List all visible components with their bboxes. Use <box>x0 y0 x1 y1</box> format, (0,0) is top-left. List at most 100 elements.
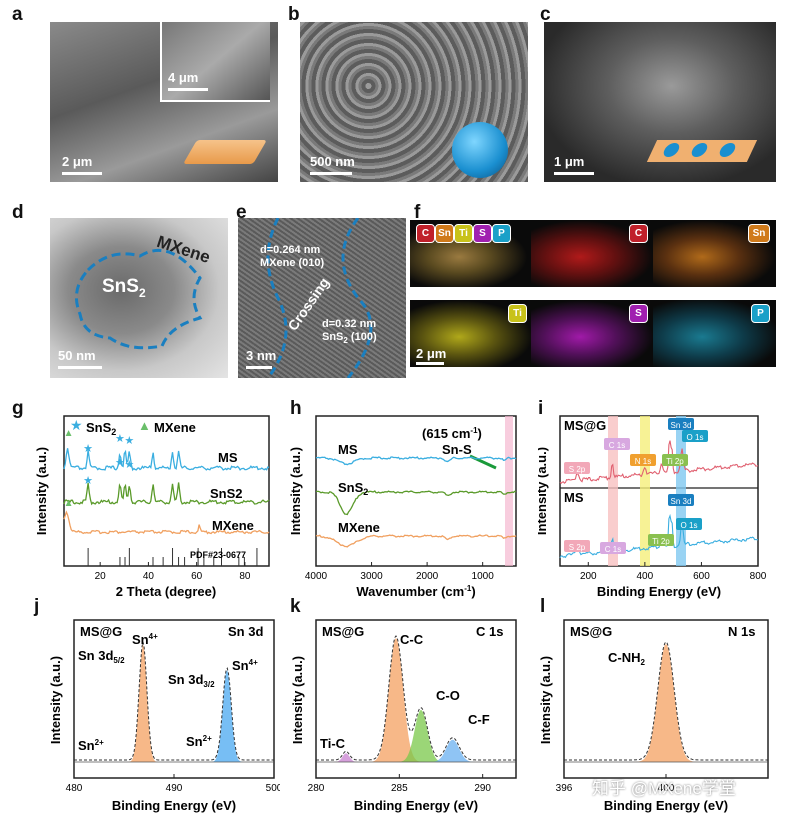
legend-mxene: MXene <box>154 420 196 435</box>
eds-map-ti: Ti 2 μm <box>410 300 533 367</box>
series-ms <box>559 513 759 559</box>
chart-i: MS@G MS Sn 3d O 1s S 2p C 1s N 1s Ti 2p Sn 3d O… <box>538 415 767 599</box>
panel-label-a: a <box>12 4 23 25</box>
chart-k: MS@G C 1s C-C C-O C-F Ti-C 280 285 290 Bin… <box>290 619 517 813</box>
series-sns2 <box>315 490 517 516</box>
x-tick-label: 600 <box>693 571 710 582</box>
x-tick-label: 2000 <box>416 571 439 582</box>
x-tick-label: 290 <box>474 783 491 794</box>
x-tick-label: 200 <box>580 571 597 582</box>
peak-tag: S 2p <box>569 465 586 474</box>
hrtem-image-e: d=0.264 nm MXene (010) Crossing d=0.32 nm… <box>238 218 406 378</box>
scale-e: 3 nm <box>246 348 277 363</box>
y-axis-label: Intensity (a.u.) <box>538 656 553 744</box>
peak-tag: O 1s <box>687 433 704 442</box>
x-axis-label: 2 Theta (degree) <box>116 584 216 599</box>
label-c-o: C-O <box>436 688 460 703</box>
layered-sheets-illustration <box>183 140 267 164</box>
band-o1s <box>676 416 686 566</box>
peak-tag-bg <box>662 454 688 466</box>
d-spacing-mxene: d=0.264 nm MXene (010) <box>260 244 325 269</box>
label-sn3d52: Sn 3d5/2 <box>78 648 125 665</box>
peak-star: ★ <box>124 435 134 447</box>
fit-peak-C-O <box>316 710 516 762</box>
x-tick-label: 60 <box>191 571 203 582</box>
series-sns2 <box>63 482 270 506</box>
panel-label-c: c <box>540 4 551 25</box>
chart-g: ★ SnS2 ▲ MXene ★★ ★★ ★★▲▲ MS SnS2 MXene PD… <box>34 415 270 599</box>
eds-map-c: C <box>531 220 654 287</box>
badge-ti: Ti <box>454 224 473 243</box>
label-mxene: MXene <box>212 518 254 533</box>
sample-label: MS@G <box>570 624 612 639</box>
panel-label-h: h <box>290 398 302 419</box>
reference-card: PDF#23-0677 <box>190 550 246 560</box>
peak-tag: C 1s <box>609 441 625 450</box>
x-tick-label: 396 <box>556 783 573 794</box>
badge-ti-map: Ti <box>508 304 527 323</box>
x-tick-label: 4000 <box>305 571 328 582</box>
composite-illustration <box>646 140 758 162</box>
series-mxene <box>63 510 270 535</box>
tem-image-d: MXene SnS2 50 nm <box>50 218 228 378</box>
label-ms: MS <box>338 442 358 457</box>
y-axis-label: Intensity (a.u.) <box>290 447 303 535</box>
panel-label-d: d <box>12 202 24 223</box>
label-c-f: C-F <box>468 712 490 727</box>
label-ti-c: Ti-C <box>320 736 346 751</box>
plot-frame <box>559 415 759 567</box>
label-sns2: SnS2 <box>338 480 368 497</box>
peak-tag-bg <box>600 542 626 554</box>
peak-tag: N 1s <box>635 457 651 466</box>
series-mxene <box>315 534 517 548</box>
x-axis-label: Wavenumber (cm-1) <box>356 584 475 599</box>
fit-envelope <box>74 641 274 761</box>
badge-s: S <box>473 224 492 243</box>
eds-map-p: P <box>653 300 776 367</box>
eds-overlay-map: C Sn Ti S P <box>410 220 533 287</box>
x-axis-label: Binding Energy (eV) <box>597 584 721 599</box>
x-tick-label: 800 <box>750 571 767 582</box>
x-tick-label: 285 <box>391 783 408 794</box>
band-n1s <box>640 416 650 566</box>
x-tick-label: 490 <box>166 783 183 794</box>
x-tick-label: 280 <box>308 783 325 794</box>
annotation-wavenumber: (615 cm-1) <box>422 426 482 441</box>
x-axis-label: Binding Energy (eV) <box>604 798 728 813</box>
badge-s-map: S <box>629 304 648 323</box>
sample-label: MS@G <box>322 624 364 639</box>
scale-a: 2 μm <box>62 154 93 169</box>
y-axis-label: Intensity (a.u.) <box>290 656 305 744</box>
scale-inset: 4 μm <box>168 70 199 85</box>
legend-sns2: SnS2 <box>86 420 116 437</box>
peak-star: ★ <box>115 457 125 469</box>
peak-tag-bg <box>676 518 702 530</box>
x-tick-label: 500 <box>266 783 280 794</box>
peak-tag-bg <box>668 494 694 506</box>
fit-envelope <box>316 635 516 761</box>
sem-image-a: 4 μm 2 μm <box>50 22 278 182</box>
sem-image-b: 500 nm <box>300 22 528 182</box>
label-sn2plus-1: Sn2+ <box>78 738 104 753</box>
label-sn2plus-2: Sn2+ <box>186 734 212 749</box>
peak-tag: S 2p <box>569 543 586 552</box>
chart-j: MS@G Sn 3d Sn 3d5/2 Sn4+ Sn 3d3/2 Sn4+ S… <box>48 619 280 813</box>
sn-s-band <box>505 416 513 566</box>
peak-tag-bg <box>630 454 656 466</box>
sample-label: MS@G <box>80 624 122 639</box>
sem-image-c: 1 μm <box>544 22 776 182</box>
label-c-c: C-C <box>400 632 424 647</box>
peak-tag-bg <box>564 462 590 474</box>
label-sn4plus-2: Sn4+ <box>232 658 258 673</box>
panel-label-b: b <box>288 4 300 25</box>
label-c-nh2: C-NH2 <box>608 650 646 667</box>
x-tick-label: 400 <box>658 783 675 794</box>
peak-tag-bg <box>648 534 674 546</box>
label-sn4plus-1: Sn4+ <box>132 632 158 647</box>
x-tick-label: 40 <box>143 571 155 582</box>
scale-c: 1 μm <box>554 154 585 169</box>
plot-frame <box>73 619 275 779</box>
peak-tag-bg <box>564 540 590 552</box>
series-ms-g <box>559 440 759 485</box>
series-ms <box>315 456 517 466</box>
